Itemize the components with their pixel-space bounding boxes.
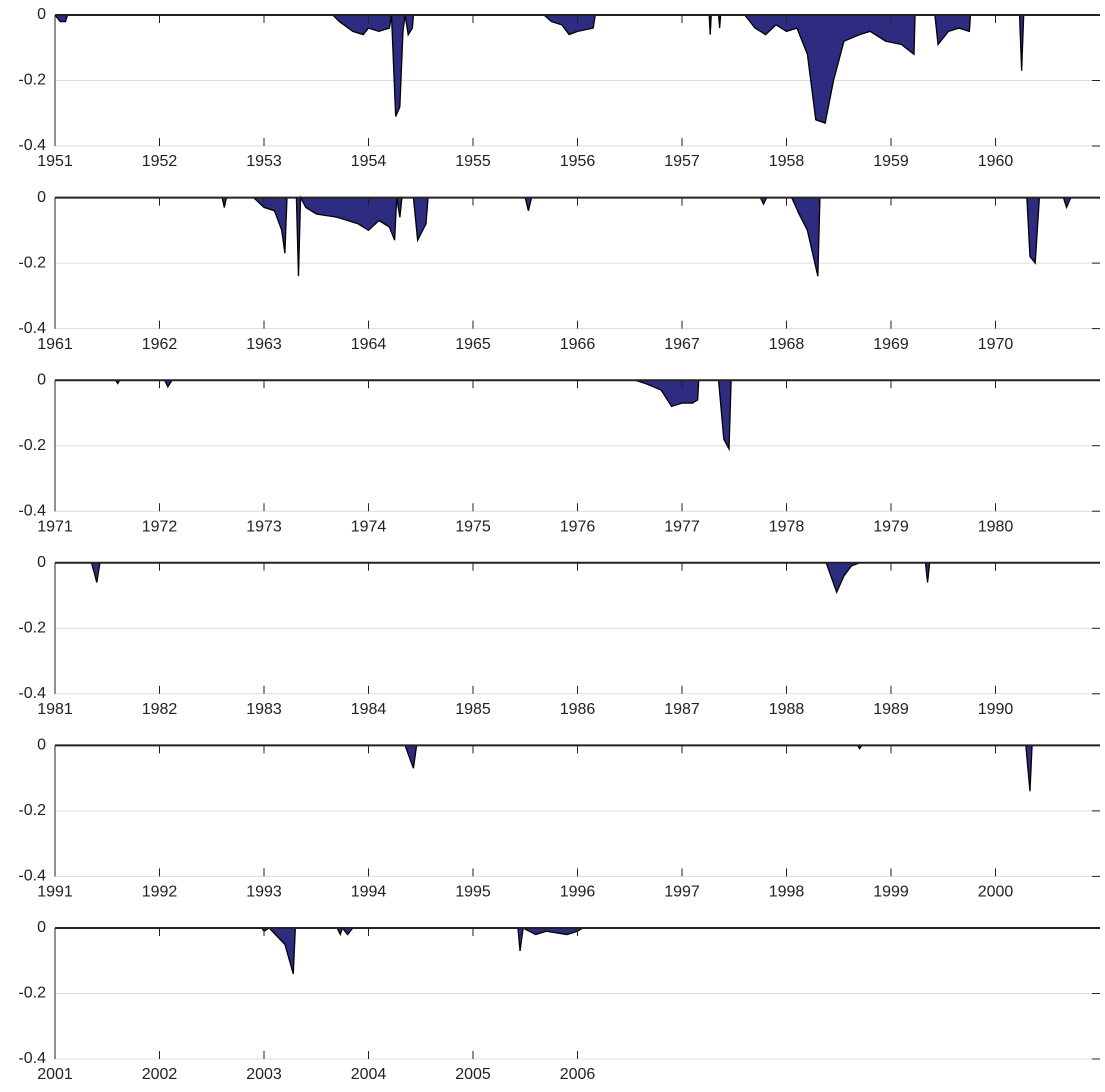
y-tick-label: -0.2 (18, 254, 46, 271)
y-tick-label: 0 (37, 919, 46, 936)
x-tick-label: 1959 (873, 153, 909, 170)
y-tick-label: -0.2 (18, 437, 46, 454)
x-tick-label: 2006 (560, 1066, 596, 1083)
x-tick-label: 1983 (246, 701, 282, 718)
x-tick-label: 1985 (455, 701, 491, 718)
x-tick-label: 1970 (978, 336, 1014, 353)
x-tick-label: 1963 (246, 336, 282, 353)
y-tick-label: -0.2 (18, 620, 46, 637)
x-tick-label: 1956 (560, 153, 596, 170)
x-tick-label: 1982 (142, 701, 178, 718)
line (55, 379, 1100, 452)
x-tick-label: 2002 (142, 1066, 178, 1083)
area (55, 380, 1100, 449)
x-tick-label: 1969 (873, 336, 909, 353)
area (55, 197, 1100, 277)
x-tick-label: 1996 (560, 884, 596, 901)
area (55, 928, 630, 974)
x-tick-label: 2005 (455, 1066, 491, 1083)
x-tick-label: 1981 (37, 701, 73, 718)
x-tick-label: 1976 (560, 518, 596, 535)
y-tick-label: -0.4 (18, 502, 46, 519)
x-tick-label: 2000 (978, 884, 1014, 901)
x-tick-label: 1972 (142, 518, 178, 535)
y-tick-label: 0 (37, 189, 46, 206)
x-tick-label: 1993 (246, 884, 282, 901)
y-tick-label: -0.4 (18, 320, 46, 337)
x-tick-label: 1999 (873, 884, 909, 901)
y-tick-label: -0.2 (18, 72, 46, 89)
y-tick-label: -0.4 (18, 685, 46, 702)
y-tick-label: 0 (37, 554, 46, 571)
x-tick-label: 1951 (37, 153, 73, 170)
x-tick-label: 1962 (142, 336, 178, 353)
x-tick-label: 1974 (351, 518, 387, 535)
y-tick-label: -0.4 (18, 137, 46, 154)
x-tick-label: 1960 (978, 153, 1014, 170)
x-tick-label: 1986 (560, 701, 596, 718)
x-tick-label: 1990 (978, 701, 1014, 718)
line (55, 926, 630, 975)
x-tick-label: 1954 (351, 153, 387, 170)
x-tick-label: 1977 (664, 518, 700, 535)
y-tick-label: 0 (37, 6, 46, 23)
x-tick-label: 1968 (769, 336, 805, 353)
line (55, 562, 1100, 595)
x-tick-label: 1987 (664, 701, 700, 718)
x-tick-label: 1953 (246, 153, 282, 170)
x-tick-label: 1989 (873, 701, 909, 718)
x-tick-label: 1998 (769, 884, 805, 901)
x-tick-label: 1971 (37, 518, 73, 535)
x-tick-label: 1992 (142, 884, 178, 901)
y-tick-label: -0.2 (18, 985, 46, 1002)
y-tick-label: 0 (37, 371, 46, 388)
x-tick-label: 1966 (560, 336, 596, 353)
area (55, 562, 1100, 593)
y-tick-label: 0 (37, 737, 46, 754)
x-tick-label: 1984 (351, 701, 387, 718)
area (55, 15, 1100, 124)
line (55, 195, 1100, 277)
x-tick-label: 1964 (351, 336, 387, 353)
x-tick-label: 1965 (455, 336, 491, 353)
x-tick-label: 1994 (351, 884, 387, 901)
x-tick-label: 1961 (37, 336, 73, 353)
x-tick-label: 1967 (664, 336, 700, 353)
x-tick-label: 1995 (455, 884, 491, 901)
x-tick-label: 1988 (769, 701, 805, 718)
x-tick-label: 2003 (246, 1066, 282, 1083)
x-tick-label: 1975 (455, 518, 491, 535)
x-tick-label: 1958 (769, 153, 805, 170)
x-tick-label: 1952 (142, 153, 178, 170)
y-tick-label: -0.4 (18, 868, 46, 885)
x-tick-label: 1973 (246, 518, 282, 535)
x-tick-label: 1980 (978, 518, 1014, 535)
x-tick-label: 1957 (664, 153, 700, 170)
x-tick-label: 1978 (769, 518, 805, 535)
y-tick-label: -0.4 (18, 1050, 46, 1067)
x-tick-label: 1955 (455, 153, 491, 170)
x-tick-label: 1991 (37, 884, 73, 901)
x-tick-label: 2004 (351, 1066, 387, 1083)
y-tick-label: -0.2 (18, 802, 46, 819)
x-tick-label: 2001 (37, 1066, 73, 1083)
x-tick-label: 1979 (873, 518, 909, 535)
line (55, 744, 1100, 792)
x-tick-label: 1997 (664, 884, 700, 901)
